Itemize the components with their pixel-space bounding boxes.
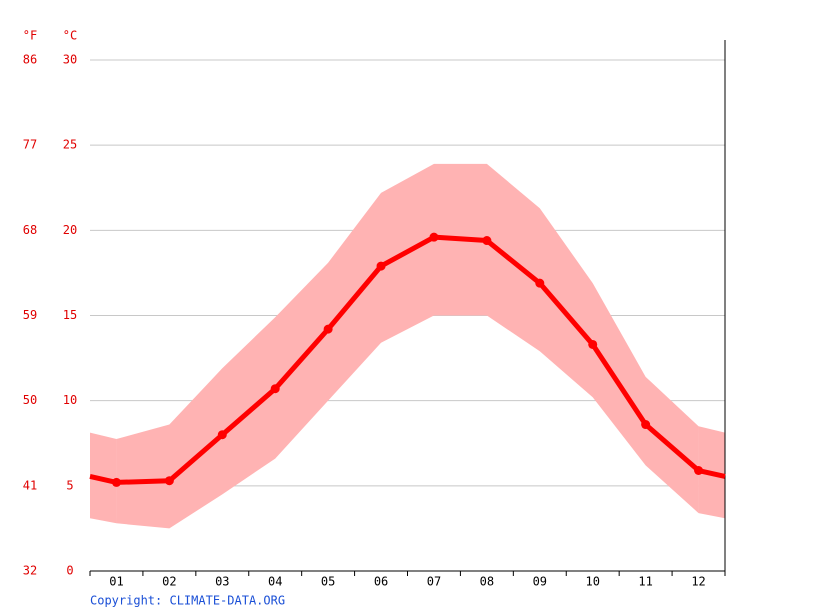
y-tick-label: 20: [63, 223, 77, 237]
y2-tick-label: 86: [23, 53, 37, 67]
y-tick-label: 30: [63, 53, 77, 67]
data-point: [376, 261, 386, 271]
x-tick-label: 07: [427, 575, 441, 589]
x-tick-label: 02: [162, 575, 176, 589]
y2-tick-label: 68: [23, 223, 37, 237]
y-tick-label: 25: [63, 138, 77, 152]
y-tick-label: 0: [66, 564, 73, 578]
data-point: [217, 430, 227, 440]
temperature-range: [116, 163, 699, 529]
data-point: [535, 278, 545, 288]
data-point: [164, 476, 174, 486]
data-point: [270, 384, 280, 394]
y2-tick-label: 77: [23, 138, 37, 152]
data-point: [641, 420, 651, 430]
data-point: [482, 236, 492, 246]
data-point: [588, 339, 598, 349]
x-tick-label: 08: [480, 575, 494, 589]
copyright: Copyright: CLIMATE-DATA.ORG: [90, 594, 285, 608]
x-tick-label: 03: [215, 575, 229, 589]
y-tick-label: 10: [63, 393, 77, 407]
x-tick-label: 04: [268, 575, 282, 589]
line-edge: [89, 474, 118, 485]
y2-tick-label: 59: [23, 308, 37, 322]
x-tick-label: 12: [691, 575, 705, 589]
y2-tick-label: 32: [23, 564, 37, 578]
x-tick-label: 09: [533, 575, 547, 589]
data-point: [429, 232, 439, 242]
y2-tick-label: 41: [23, 478, 37, 492]
x-tick-label: 11: [638, 575, 652, 589]
x-tick-label: 05: [321, 575, 335, 589]
line-edge: [697, 468, 726, 479]
mean-line: [116, 234, 701, 485]
y2-axis-title: °F: [23, 29, 37, 43]
y2-tick-label: 50: [23, 393, 37, 407]
y-axis-title: °C: [63, 29, 77, 43]
y-tick-label: 5: [66, 478, 73, 492]
data-point: [694, 466, 704, 476]
x-tick-label: 10: [585, 575, 599, 589]
y-tick-label: 15: [63, 308, 77, 322]
data-point: [111, 477, 121, 487]
x-tick-label: 06: [374, 575, 388, 589]
data-point: [323, 324, 333, 334]
x-tick-label: 01: [109, 575, 123, 589]
